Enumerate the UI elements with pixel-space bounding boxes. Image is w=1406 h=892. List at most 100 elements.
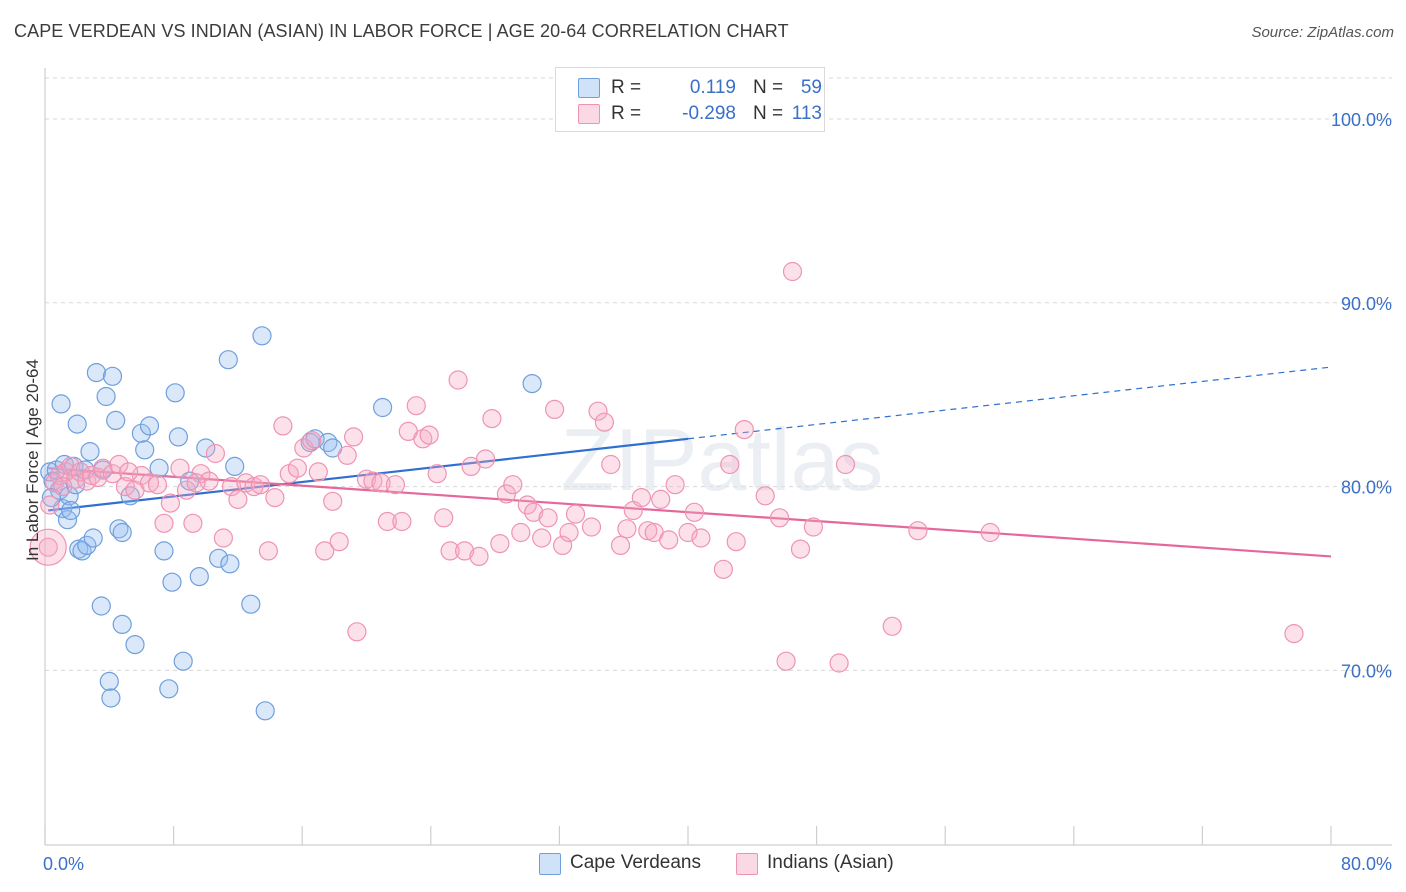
point-cape-verdean bbox=[67, 414, 87, 434]
point-cape-verdean bbox=[241, 594, 261, 614]
point-indian-asian bbox=[482, 409, 502, 429]
point-indian-asian bbox=[170, 458, 190, 478]
point-indian-asian bbox=[88, 467, 108, 487]
point-indian-asian bbox=[265, 488, 285, 508]
point-cape-verdean bbox=[86, 363, 107, 383]
point-indian-asian bbox=[594, 412, 615, 432]
point-indian-asian bbox=[61, 456, 81, 476]
point-indian-asian bbox=[154, 513, 174, 533]
point-indian-asian bbox=[273, 416, 293, 436]
point-indian-asian bbox=[302, 431, 322, 451]
point-indian-asian bbox=[755, 486, 775, 506]
point-indian-asian bbox=[617, 519, 637, 539]
legend-label: Indians (Asian) bbox=[767, 852, 894, 873]
point-indian-asian bbox=[308, 462, 328, 482]
point-cape-verdean bbox=[196, 438, 216, 458]
point-indian-asian bbox=[908, 521, 928, 541]
source-label: Source: ZipAtlas.com bbox=[1251, 24, 1394, 41]
point-indian-asian bbox=[377, 511, 397, 532]
point-indian-asian bbox=[40, 495, 60, 515]
point-indian-asian bbox=[524, 502, 544, 522]
point-indian-asian bbox=[803, 517, 824, 537]
point-cape-verdean bbox=[112, 614, 132, 635]
point-indian-asian bbox=[665, 475, 685, 495]
point-indian-asian bbox=[691, 528, 711, 548]
point-indian-asian bbox=[726, 532, 746, 552]
point-indian-asian bbox=[258, 541, 278, 561]
point-cape-verdean bbox=[168, 427, 188, 447]
point-indian-asian bbox=[109, 454, 129, 475]
legend-n-label: N = bbox=[753, 77, 784, 98]
point-cape-verdean bbox=[209, 548, 229, 568]
point-cape-verdean bbox=[189, 566, 209, 587]
point-cape-verdean bbox=[522, 374, 542, 394]
point-indian-asian bbox=[532, 528, 552, 548]
point-cape-verdean bbox=[96, 386, 116, 407]
point-cape-verdean bbox=[51, 394, 71, 414]
point-cape-verdean bbox=[83, 528, 103, 548]
point-indian-asian bbox=[980, 522, 1000, 543]
correlation-legend: R = 0.119 N = 59 R = -0.298 N = 113 bbox=[555, 67, 825, 132]
x-tick-label: 0.0% bbox=[43, 854, 84, 874]
point-indian-asian bbox=[53, 477, 73, 497]
point-indian-asian bbox=[544, 399, 565, 419]
point-indian-asian bbox=[511, 522, 531, 543]
point-indian-asian bbox=[160, 493, 180, 513]
point-indian-asian bbox=[559, 522, 579, 543]
legend-swatch-pink bbox=[578, 104, 600, 124]
point-indian-asian bbox=[294, 438, 314, 458]
point-indian-asian bbox=[186, 473, 206, 493]
legend-r-value: 0.119 bbox=[689, 77, 736, 98]
point-cape-verdean bbox=[80, 442, 100, 462]
point-cape-verdean bbox=[154, 541, 174, 561]
point-indian-asian bbox=[228, 489, 248, 509]
point-indian-asian bbox=[344, 427, 364, 447]
y-tick-label: 100.0% bbox=[1331, 110, 1392, 130]
y-tick-label: 70.0% bbox=[1341, 661, 1392, 681]
point-cape-verdean bbox=[125, 634, 145, 655]
point-indian-asian bbox=[610, 535, 631, 556]
point-indian-asian bbox=[337, 445, 357, 465]
point-indian-asian bbox=[205, 443, 225, 464]
point-cape-verdean bbox=[131, 423, 151, 443]
point-indian-asian bbox=[659, 530, 679, 550]
point-indian-asian bbox=[147, 475, 168, 495]
point-indian-asian bbox=[1284, 623, 1304, 644]
point-indian-asian bbox=[588, 401, 608, 421]
legend-label: Cape Verdeans bbox=[570, 852, 701, 873]
point-indian-asian bbox=[490, 533, 510, 554]
point-indian-asian-large bbox=[29, 528, 67, 566]
x-tick-label: 80.0% bbox=[1341, 854, 1392, 874]
point-cape-verdean bbox=[109, 519, 129, 539]
legend-r-value: -0.298 bbox=[682, 103, 736, 124]
point-indian-asian bbox=[406, 396, 426, 416]
point-indian-asian bbox=[475, 449, 496, 469]
point-indian-asian bbox=[427, 464, 447, 484]
point-indian-asian bbox=[684, 502, 705, 522]
point-indian-asian bbox=[323, 491, 343, 511]
point-indian-asian bbox=[250, 475, 270, 495]
point-indian-asian bbox=[734, 420, 754, 440]
point-indian-asian bbox=[213, 528, 233, 548]
ticks-layer: 70.0% 80.0% 90.0% 100.0% 0.0% 80.0% bbox=[43, 110, 1392, 874]
point-cape-verdean bbox=[252, 326, 272, 346]
point-indian-asian bbox=[601, 454, 621, 475]
point-indian-asian bbox=[503, 475, 523, 495]
point-indian-asian bbox=[769, 508, 790, 528]
point-cape-verdean bbox=[135, 440, 155, 460]
point-cape-verdean bbox=[139, 416, 160, 436]
point-indian-asian bbox=[835, 454, 856, 475]
point-indian-asian bbox=[720, 454, 740, 475]
point-indian-asian bbox=[287, 458, 307, 478]
point-indian-asian bbox=[455, 541, 475, 561]
point-cape-verdean bbox=[77, 535, 97, 556]
point-indian-asian bbox=[631, 488, 652, 508]
y-tick-label: 90.0% bbox=[1341, 294, 1392, 314]
point-indian-asian bbox=[565, 504, 586, 524]
point-indian-asian bbox=[419, 425, 439, 445]
grid-layer bbox=[45, 77, 1392, 671]
legend-swatch-blue bbox=[578, 78, 600, 98]
point-indian-asian bbox=[385, 475, 405, 495]
point-indian-asian bbox=[191, 464, 211, 484]
point-indian-asian bbox=[638, 521, 658, 541]
